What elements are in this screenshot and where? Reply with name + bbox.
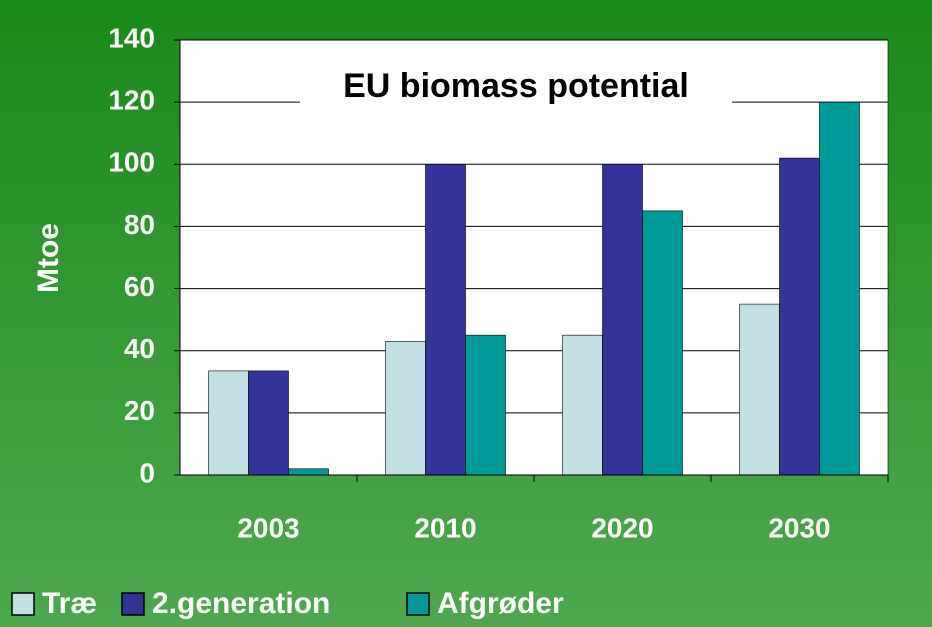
bar: [385, 341, 426, 476]
legend-label: Træ: [42, 587, 97, 620]
bar: [425, 163, 466, 476]
legend-swatch: [121, 592, 145, 616]
y-axis-label: Mtoe: [32, 223, 65, 293]
bar: [248, 370, 289, 476]
y-tick-label: 20: [124, 395, 155, 426]
plot-border: [179, 39, 889, 476]
bar: [562, 334, 603, 476]
y-tick-label: 80: [124, 209, 155, 240]
bar: [288, 468, 329, 476]
x-tick-label: 2030: [768, 512, 830, 543]
y-tick-label: 140: [108, 22, 155, 53]
y-tick-label: 120: [108, 85, 155, 116]
bar: [208, 370, 249, 476]
bar: [739, 303, 780, 476]
bar: [642, 210, 683, 476]
bar: [465, 334, 506, 476]
legend-label: Afgrøder: [437, 587, 564, 620]
y-tick-label: 100: [108, 147, 155, 178]
legend-label: 2.generation: [152, 587, 330, 620]
bar: [602, 163, 643, 476]
legend-swatch: [11, 592, 35, 616]
y-tick-label: 60: [124, 271, 155, 302]
legend-swatch: [406, 592, 430, 616]
y-tick-label: 0: [139, 457, 155, 488]
title-box: [300, 66, 732, 110]
bar: [819, 101, 860, 476]
bar: [779, 157, 820, 476]
x-tick-label: 2003: [237, 512, 299, 543]
y-tick-label: 40: [124, 333, 155, 364]
chart-title: EU biomass potential: [343, 67, 689, 105]
x-tick-label: 2010: [414, 512, 476, 543]
x-tick-label: 2020: [591, 512, 653, 543]
